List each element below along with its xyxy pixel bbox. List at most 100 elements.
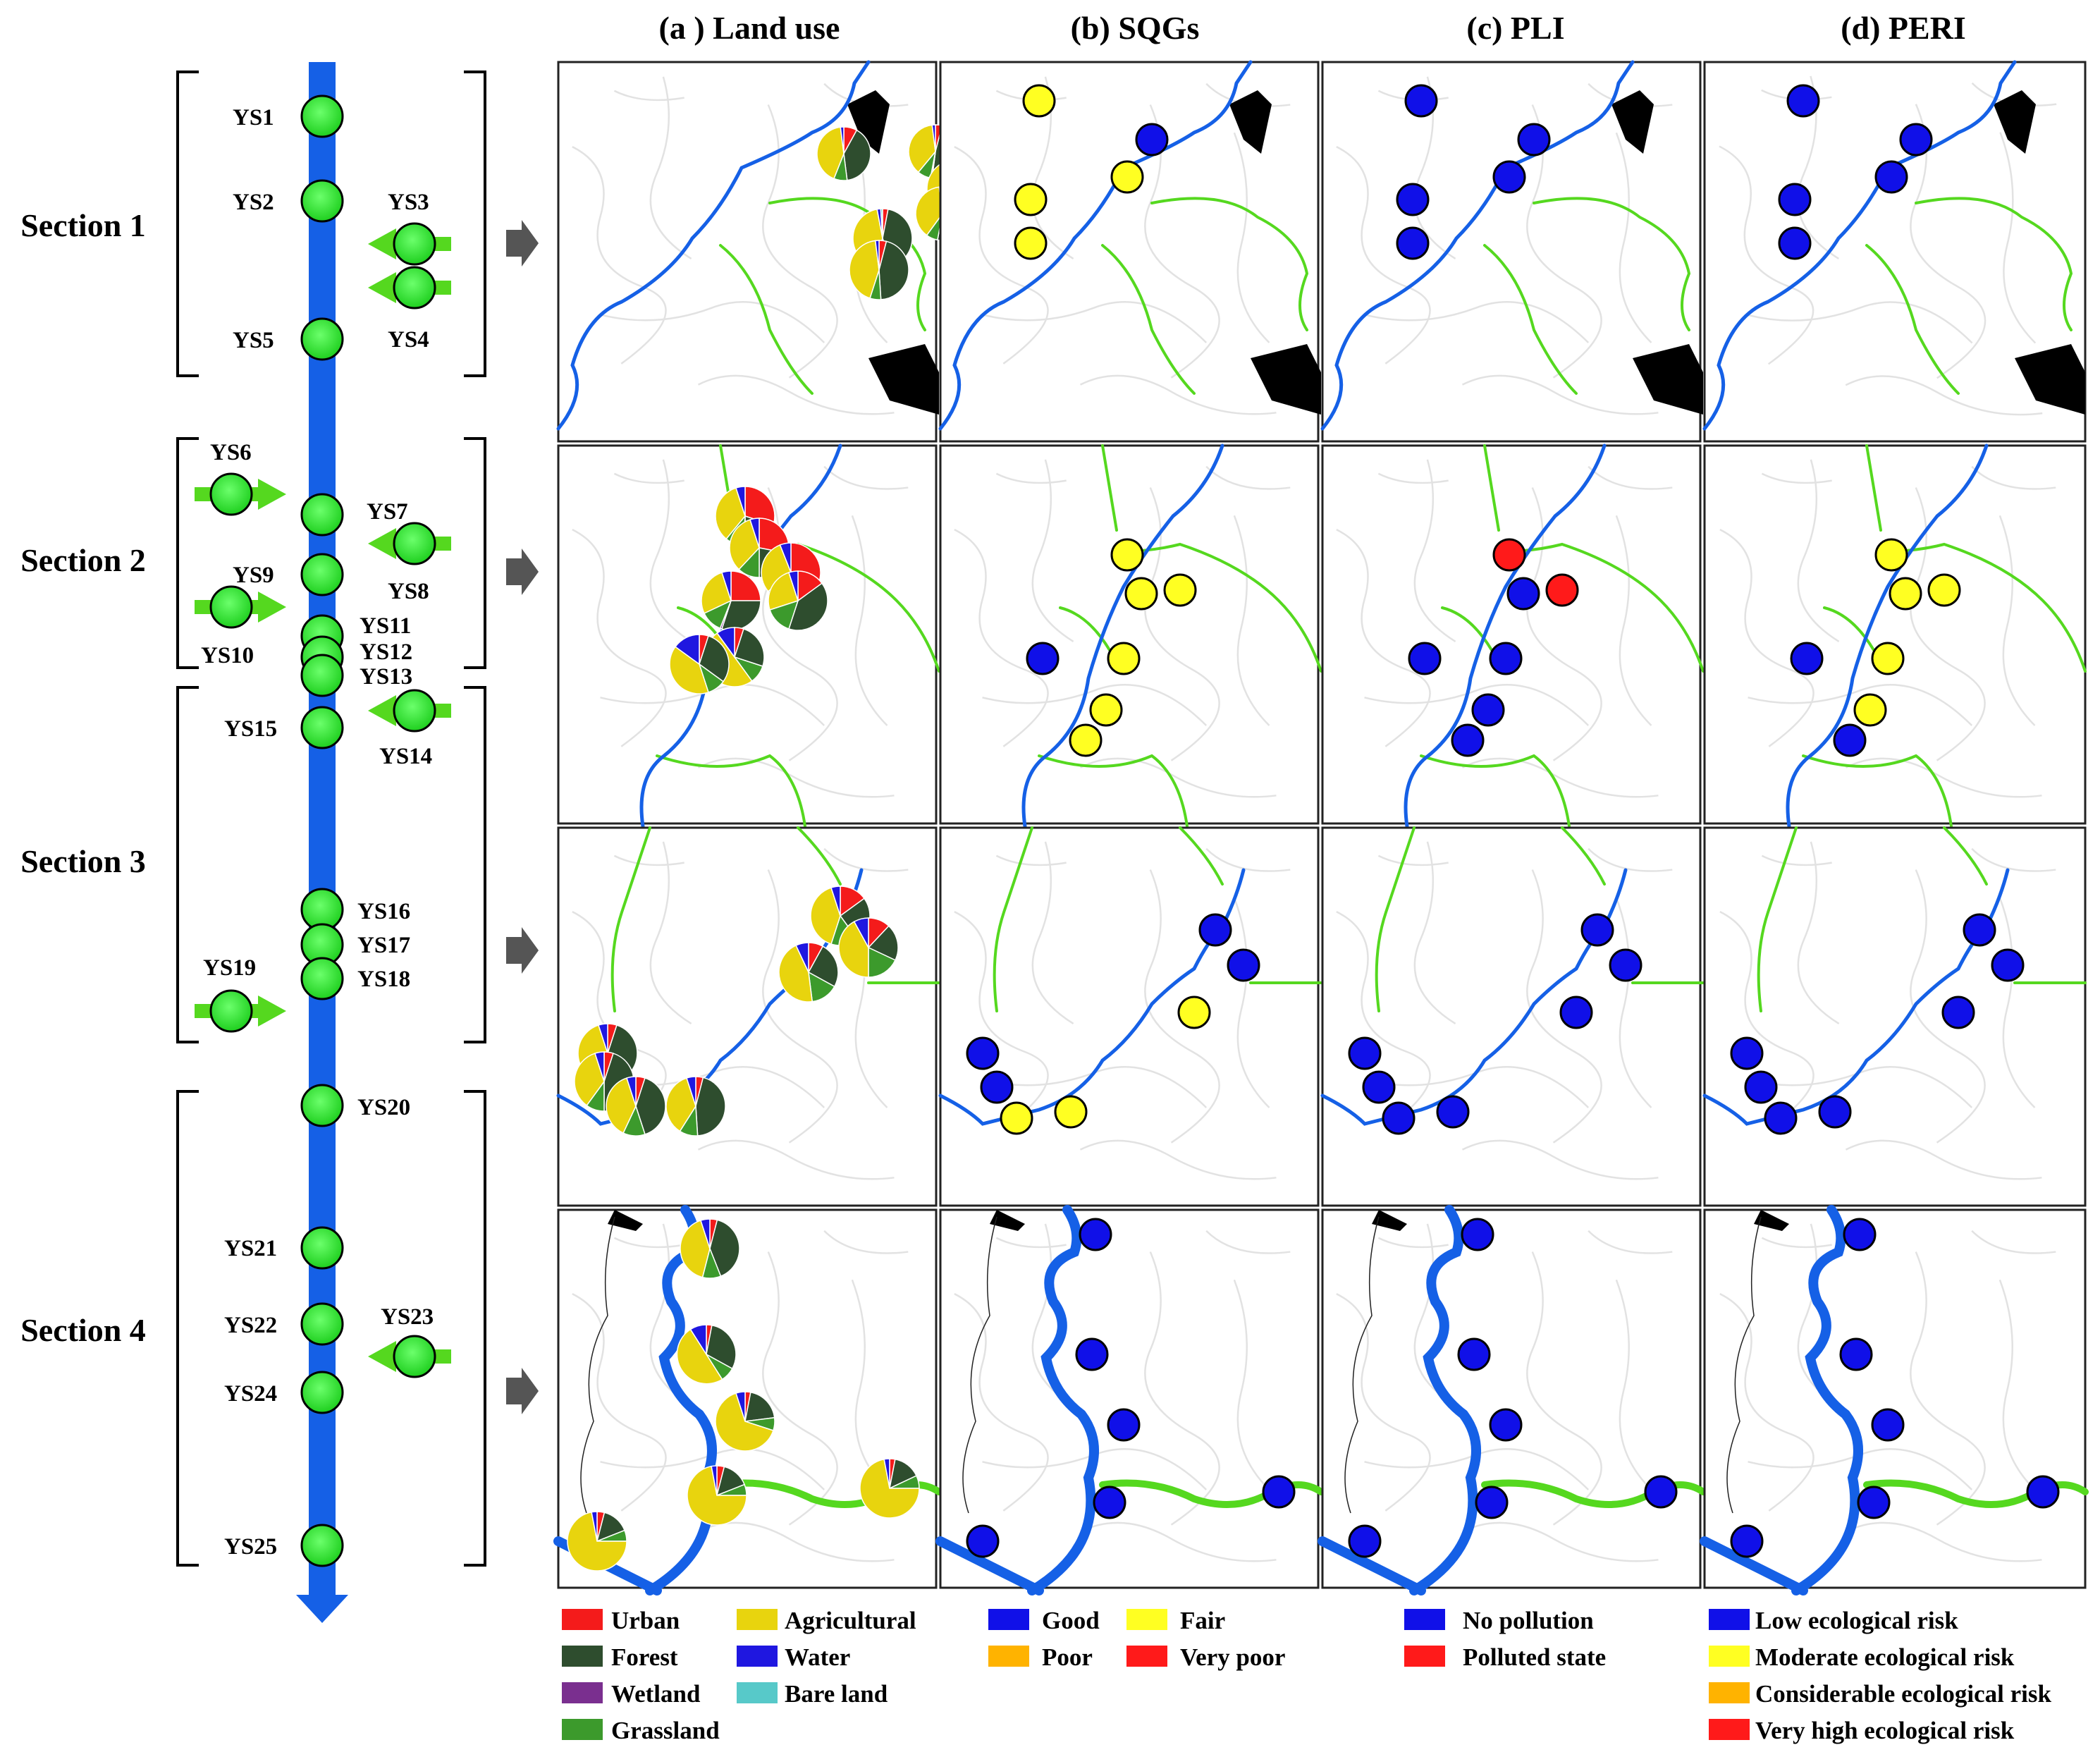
tributary-line — [656, 754, 806, 828]
site-status-marker — [1545, 573, 1579, 607]
urban-area — [847, 90, 890, 154]
legend-swatch-low-risk — [1709, 1609, 1750, 1630]
boundary-line — [962, 1216, 997, 1514]
label-ys17: YS17 — [357, 933, 410, 958]
pie-slice — [715, 487, 746, 540]
river-line — [1791, 1205, 1863, 1595]
site-ys3 — [393, 222, 436, 266]
site-ys5 — [300, 317, 344, 361]
legend-swatch-polluted-state — [1404, 1646, 1445, 1667]
pie-slice — [711, 1465, 718, 1496]
row-arrows — [506, 220, 539, 1414]
tributary-line — [610, 826, 651, 1012]
pie-slice — [695, 1077, 726, 1137]
site-ys19 — [209, 989, 253, 1033]
map-panel-pli-row-1 — [1320, 60, 1703, 443]
legend-swatch-no-pollution — [1404, 1609, 1445, 1630]
urban-area — [1251, 344, 1321, 415]
site-status-marker — [1790, 642, 1824, 675]
pie-slice — [768, 572, 799, 611]
river-line — [1027, 1205, 1099, 1595]
legend-sqgs: Good Poor Fair Very poor — [988, 1607, 1285, 1671]
map-panel-pli-row-4 — [1318, 1205, 1707, 1595]
legend-swatch-very-poor — [1126, 1646, 1167, 1667]
tributary-line — [1504, 542, 1705, 673]
urban-area — [868, 344, 939, 415]
maps — [553, 60, 2089, 1595]
pie-slice — [761, 544, 792, 592]
label-ys4: YS4 — [388, 327, 429, 353]
pie-slice — [706, 1324, 737, 1370]
pie-slice — [687, 1465, 747, 1526]
site-status-marker — [1730, 1524, 1764, 1558]
river-line — [1404, 443, 1607, 828]
pie-slice — [908, 124, 936, 173]
site-status-marker — [1778, 226, 1812, 260]
pie-slice — [795, 942, 809, 973]
site-status-marker — [1764, 1101, 1798, 1135]
label-ys12: YS12 — [360, 639, 412, 665]
site-status-marker — [1396, 183, 1430, 216]
legend-swatch-water — [737, 1646, 778, 1667]
site-status-marker — [1124, 577, 1158, 611]
legend-label-wetland: Wetland — [611, 1680, 701, 1708]
map-frame — [1703, 444, 2087, 825]
pie-slice — [674, 634, 700, 666]
tributary-line — [1483, 444, 1500, 532]
site-status-marker — [1089, 693, 1123, 727]
river-line — [1409, 1205, 1481, 1595]
pie-slice — [734, 628, 765, 667]
land-use-pie — [680, 1218, 740, 1279]
pie-slice — [680, 1220, 711, 1278]
tributary-line — [1101, 444, 1118, 532]
tributary-line — [1441, 606, 1493, 651]
pie-slice — [665, 1077, 696, 1132]
land-use-pie — [567, 1511, 627, 1572]
row-arrow-2 — [506, 549, 539, 595]
section-1-label: Section 1 — [20, 207, 146, 243]
legend-label-polluted-state: Polluted state — [1463, 1643, 1606, 1671]
land-use-pie — [701, 570, 761, 631]
legend-label-grassland: Grassland — [611, 1717, 720, 1744]
site-status-marker — [1471, 693, 1505, 727]
site-markers — [209, 94, 436, 1567]
tributary-line — [1420, 754, 1571, 828]
map-frame — [939, 826, 1320, 1207]
map-panel-land-use-row-4 — [553, 1205, 942, 1595]
label-ys7: YS7 — [367, 499, 408, 525]
legend-swatch-bare-land — [737, 1682, 778, 1703]
site-ys1 — [300, 94, 344, 138]
site-status-marker — [1022, 84, 1056, 118]
pie-slice — [729, 519, 760, 570]
tributary-line — [993, 826, 1033, 1012]
urban-area — [1611, 90, 1654, 154]
site-status-marker — [1874, 160, 1908, 194]
label-ys13: YS13 — [360, 664, 412, 690]
row-arrow-3 — [506, 927, 539, 974]
river-line — [1700, 1536, 1808, 1595]
land-use-pie — [816, 126, 871, 181]
legend-label-urban: Urban — [611, 1607, 680, 1634]
site-ys25 — [300, 1524, 344, 1567]
site-ys23 — [393, 1335, 436, 1378]
pie-slice — [716, 627, 735, 659]
site-status-marker — [1348, 1524, 1382, 1558]
pie-slice — [699, 635, 730, 682]
site-status-marker — [1107, 642, 1141, 675]
tributary-line — [1865, 444, 1882, 532]
site-status-marker — [1362, 1070, 1396, 1104]
site-status-marker — [1609, 948, 1642, 982]
land-use-pie — [849, 240, 909, 300]
site-labels: YS1 YS2 YS3 YS4 YS5 YS6 YS7 YS8 YS9 YS10… — [201, 105, 434, 1560]
map-frame — [1321, 826, 1702, 1207]
legend-label-fair: Fair — [1180, 1607, 1225, 1634]
site-status-marker — [1348, 1036, 1382, 1070]
label-ys24: YS24 — [224, 1381, 277, 1407]
site-status-marker — [1396, 226, 1430, 260]
pie-slice — [598, 1023, 608, 1054]
site-status-marker — [1899, 123, 1933, 157]
map-panel-sqgs-row-1 — [938, 60, 1321, 443]
site-status-marker — [1451, 723, 1485, 757]
site-status-marker — [1833, 723, 1867, 757]
site-status-marker — [1227, 948, 1260, 982]
